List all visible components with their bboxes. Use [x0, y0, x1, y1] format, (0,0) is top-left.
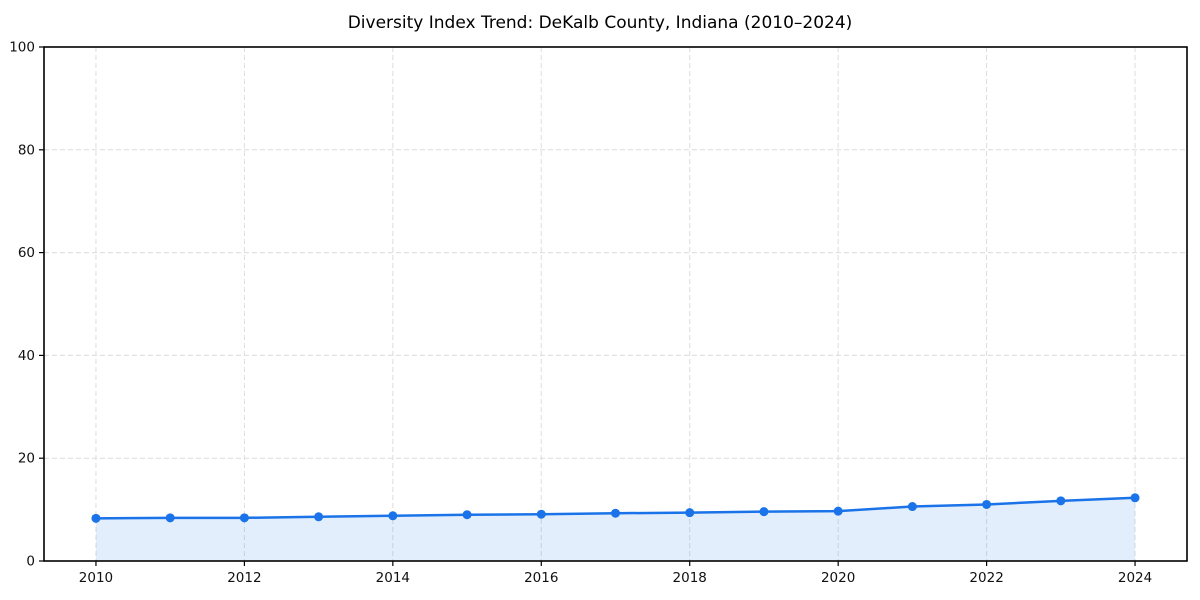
y-tick-label: 100 [9, 40, 35, 56]
data-point [239, 513, 249, 523]
y-tick-label: 0 [26, 554, 35, 570]
y-tick-label: 40 [18, 348, 35, 364]
data-point [982, 499, 992, 509]
data-point [91, 513, 101, 523]
data-point [536, 509, 546, 519]
x-tick-label: 2014 [376, 570, 410, 586]
area-fill [95, 497, 1136, 561]
x-tick-label: 2010 [79, 570, 113, 586]
data-point [833, 506, 843, 516]
y-tick-label: 20 [18, 451, 35, 467]
data-point [685, 508, 695, 518]
chart-title: Diversity Index Trend: DeKalb County, In… [347, 13, 853, 33]
x-tick-label: 2022 [969, 570, 1003, 586]
data-point [165, 513, 175, 523]
data-point [759, 507, 769, 517]
x-tick-label: 2024 [1118, 570, 1152, 586]
data-point [611, 508, 620, 518]
data-point [1130, 493, 1140, 503]
data-point [462, 510, 472, 520]
y-tick-label: 80 [18, 142, 35, 158]
plot-border [43, 46, 1188, 562]
data-point [388, 511, 398, 521]
x-tick-label: 2020 [821, 570, 855, 586]
x-tick-label: 2016 [524, 570, 558, 586]
data-point [1056, 496, 1066, 506]
y-tick-label: 60 [18, 245, 35, 261]
x-tick-label: 2012 [227, 570, 261, 586]
data-point [314, 512, 324, 522]
data-point [907, 502, 917, 512]
x-tick-label: 2018 [673, 570, 707, 586]
